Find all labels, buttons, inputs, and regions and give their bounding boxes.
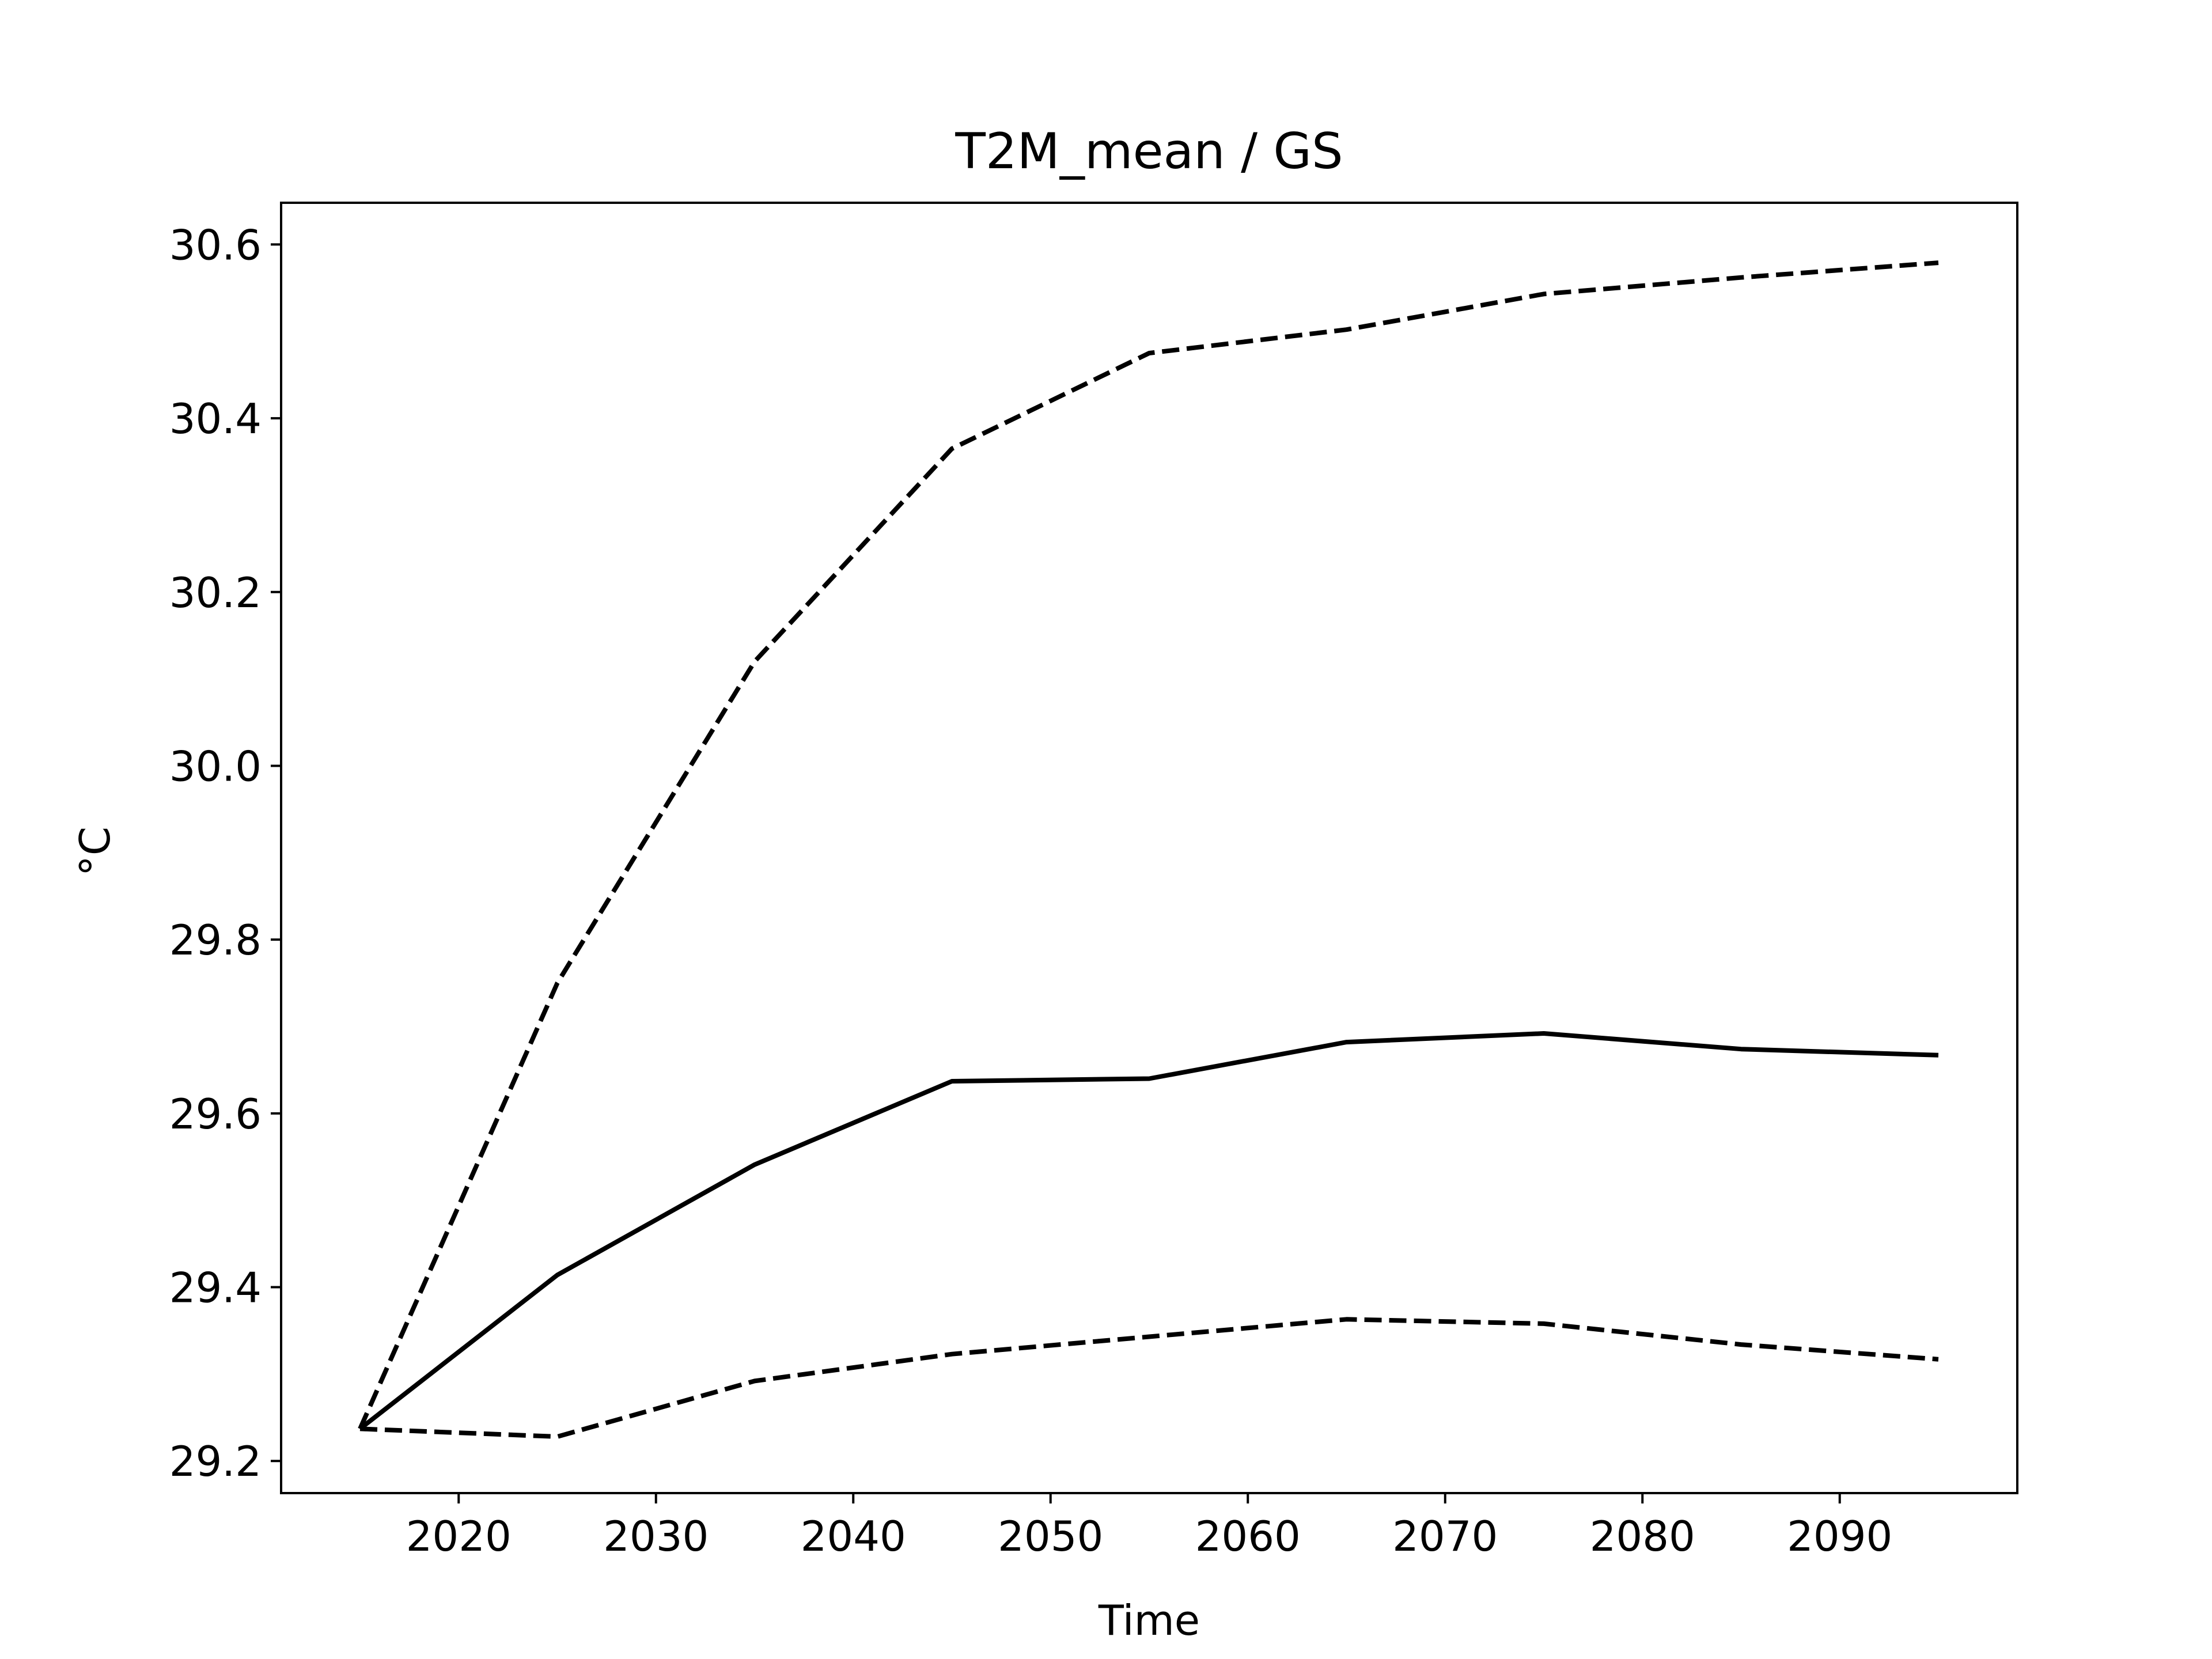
x-tick-label: 2090 bbox=[1787, 1512, 1892, 1560]
y-tick-label: 29.6 bbox=[169, 1090, 262, 1138]
x-tick-label: 2040 bbox=[801, 1512, 906, 1560]
x-tick-label: 2050 bbox=[998, 1512, 1103, 1560]
x-axis: 2020 2030 2040 2050 2060 2070 2080 2090 bbox=[406, 1493, 1892, 1560]
y-tick-label: 30.4 bbox=[169, 395, 262, 443]
series-layer bbox=[358, 260, 1939, 1439]
y-tick-label: 30.2 bbox=[169, 569, 262, 617]
y-axis-label: °C bbox=[71, 827, 119, 876]
x-tick-label: 2080 bbox=[1590, 1512, 1695, 1560]
chart-title: T2M_mean / GS bbox=[955, 123, 1343, 180]
series-line-3 bbox=[359, 1317, 1939, 1439]
y-tick-label: 30.0 bbox=[169, 742, 262, 790]
x-axis-label: Time bbox=[1098, 1596, 1200, 1645]
y-tick-label: 30.6 bbox=[169, 221, 262, 269]
series-line-1 bbox=[358, 1031, 1939, 1431]
series-line-2 bbox=[358, 260, 1939, 1430]
y-tick-label: 29.2 bbox=[169, 1437, 262, 1486]
x-tick-label: 2020 bbox=[406, 1512, 512, 1560]
x-tick-label: 2030 bbox=[603, 1512, 709, 1560]
y-tick-label: 29.8 bbox=[169, 916, 262, 964]
y-axis: 29.2 29.4 29.6 29.8 30.0 30.2 30.4 30.6 bbox=[169, 221, 281, 1486]
x-tick-label: 2070 bbox=[1392, 1512, 1498, 1560]
y-tick-label: 29.4 bbox=[169, 1264, 262, 1312]
x-tick-label: 2060 bbox=[1195, 1512, 1301, 1560]
plot-area-frame bbox=[280, 202, 2018, 1494]
